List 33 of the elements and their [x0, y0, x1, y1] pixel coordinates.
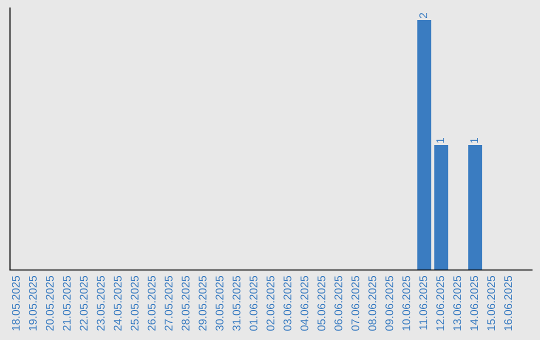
x-tick-label: 27.05.2025	[164, 276, 173, 331]
x-tick-label: 08.06.2025	[368, 276, 376, 331]
x-tick-label: 01.06.2025	[250, 276, 258, 331]
x-tick-label: 13.06.2025	[453, 276, 462, 330]
x-tick-label: 31.05.2025	[232, 276, 240, 331]
x-tick-label: 29.05.2025	[198, 276, 207, 331]
x-tick-label: 26.05.2025	[148, 276, 156, 331]
data-label: 2	[419, 12, 428, 18]
x-tick-label: 28.05.2025	[182, 276, 190, 331]
x-tick-label: 18.05.2025	[12, 276, 20, 330]
x-tick-label: 09.06.2025	[385, 276, 394, 331]
x-tick-label: 02.06.2025	[266, 276, 274, 331]
x-tick-label: 21.05.2025	[62, 276, 71, 331]
x-tick-label: 16.06.2025	[504, 276, 512, 330]
x-tick-label: 19.05.2025	[28, 276, 37, 330]
x-tick-label: 05.06.2025	[317, 276, 326, 331]
x-tick-label: 15.06.2025	[487, 276, 496, 330]
x-tick-label: 14.06.2025	[470, 276, 478, 330]
data-label: 1	[436, 138, 444, 143]
x-tick-label: 24.05.2025	[114, 276, 122, 331]
x-tick-label: 30.05.2025	[216, 276, 224, 331]
x-tick-label: 23.05.2025	[96, 276, 105, 331]
x-tick-label: 03.06.2025	[284, 276, 292, 331]
x-tick-label: 22.05.2025	[80, 276, 88, 331]
x-tick-label: 10.06.2025	[402, 276, 410, 330]
x-tick-label: 07.06.2025	[351, 276, 360, 331]
x-tick-label: 06.06.2025	[334, 276, 342, 331]
data-label: 1	[470, 138, 478, 143]
x-tick-label: 25.05.2025	[130, 276, 139, 331]
x-tick-label: 11.06.2025	[419, 276, 428, 330]
x-tick-label: 04.06.2025	[300, 276, 308, 331]
x-tick-label: 12.06.2025	[436, 276, 444, 330]
x-tick-label: 20.05.2025	[46, 276, 54, 331]
